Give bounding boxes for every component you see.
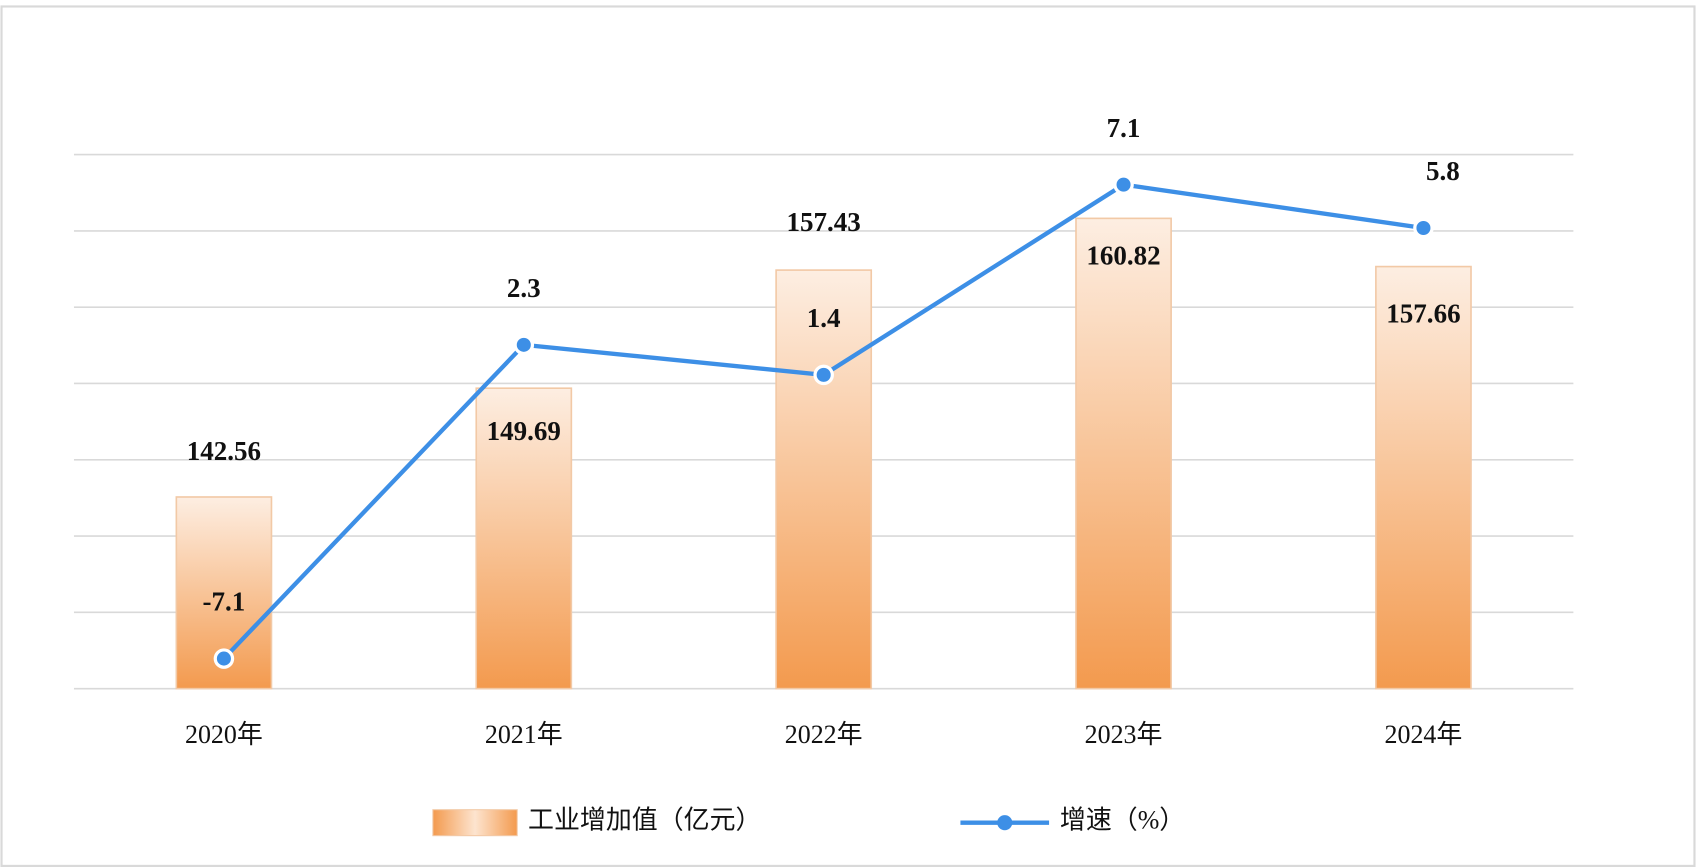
x-tick-label: 2021年 <box>485 720 563 749</box>
bar <box>1375 265 1472 690</box>
line-value-label: 5.8 <box>1426 156 1460 186</box>
line-value-label: 2.3 <box>507 273 541 303</box>
legend-label: 工业增加值（亿元） <box>528 806 761 835</box>
x-tick-label: 2020年 <box>185 720 263 749</box>
bar-value-label: 149.69 <box>487 416 561 446</box>
frame <box>0 5 1696 867</box>
bar-value-label: 142.56 <box>187 436 261 466</box>
line-point <box>213 648 235 669</box>
bar <box>1075 217 1172 690</box>
line-point <box>1413 217 1434 239</box>
bar-value-label: 160.82 <box>1086 241 1160 271</box>
line-point <box>1113 174 1134 195</box>
bar-value-label: 157.66 <box>1386 299 1460 329</box>
x-tick-label: 2023年 <box>1085 720 1163 749</box>
line-point <box>813 364 834 386</box>
line-value-label: 7.1 <box>1107 113 1141 143</box>
legend-swatch <box>432 809 518 837</box>
x-tick-label: 2022年 <box>785 720 863 749</box>
bar-value-label: 157.43 <box>787 207 861 237</box>
bar <box>775 269 873 690</box>
line-value-label: 1.4 <box>807 303 841 333</box>
bar <box>475 387 573 690</box>
line-value-label: -7.1 <box>203 587 246 617</box>
x-tick-label: 2024年 <box>1385 720 1463 749</box>
line-point <box>513 334 535 356</box>
legend-label: 增速（%） <box>1060 806 1185 835</box>
legend-swatch-point <box>997 815 1013 831</box>
